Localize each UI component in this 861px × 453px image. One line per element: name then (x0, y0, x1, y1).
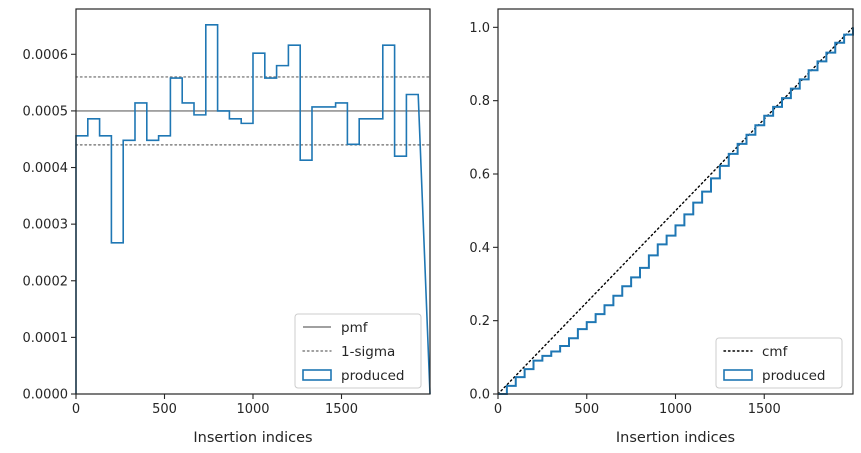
y-tick-label: 0.0000 (23, 388, 69, 403)
y-tick-label: 0.8 (469, 94, 490, 109)
y-tick-label: 1.0 (469, 21, 490, 36)
x-tick-label: 500 (574, 402, 599, 417)
x-tick-label: 500 (152, 402, 177, 417)
legend-label: pmf (341, 320, 369, 336)
x-tick-label: 1000 (659, 402, 692, 417)
y-tick-label: 0.0003 (23, 218, 69, 233)
cmf-line (497, 26, 854, 395)
legend-label: cmf (762, 344, 789, 360)
legend: cmf produced (715, 337, 843, 389)
legend-label: produced (762, 368, 826, 384)
left-histogram-panel: 0 500 1000 1500 0.0000 0.0001 0.0002 0.0003 0.00… (23, 8, 431, 446)
legend-swatch-produced (723, 369, 753, 381)
legend: pmf 1-sigma produced (294, 313, 422, 389)
x-tick-label: 1000 (236, 402, 269, 417)
y-tick-label: 0.6 (469, 168, 490, 183)
axes-frame (497, 8, 854, 395)
legend-swatch-produced (302, 369, 332, 381)
produced-cdf (498, 27, 854, 395)
y-tick-label: 0.0004 (23, 161, 69, 176)
legend-label: 1-sigma (341, 344, 395, 360)
x-tick-label: 1500 (325, 402, 358, 417)
y-tick-label: 0.0001 (23, 331, 69, 346)
y-tick-label: 0.0006 (23, 48, 69, 63)
y-tick-label: 0.0 (469, 388, 490, 403)
legend-label: produced (341, 368, 405, 384)
y-tick-label: 0.0002 (23, 274, 69, 289)
x-tick-label: 0 (494, 402, 502, 417)
x-tick-label: 1500 (748, 402, 781, 417)
produced-histogram (75, 24, 431, 395)
x-axis-label: Insertion indices (193, 430, 312, 446)
x-axis-label: Insertion indices (616, 430, 735, 446)
y-tick-label: 0.4 (469, 241, 490, 256)
y-tick-label: 0.0005 (23, 104, 69, 119)
y-tick-label: 0.2 (469, 314, 490, 329)
x-tick-label: 0 (72, 402, 80, 417)
right-cmf-panel: 0 500 1000 1500 0.0 0.2 0.4 0.6 0.8 1.0 Insertion … (469, 8, 854, 446)
